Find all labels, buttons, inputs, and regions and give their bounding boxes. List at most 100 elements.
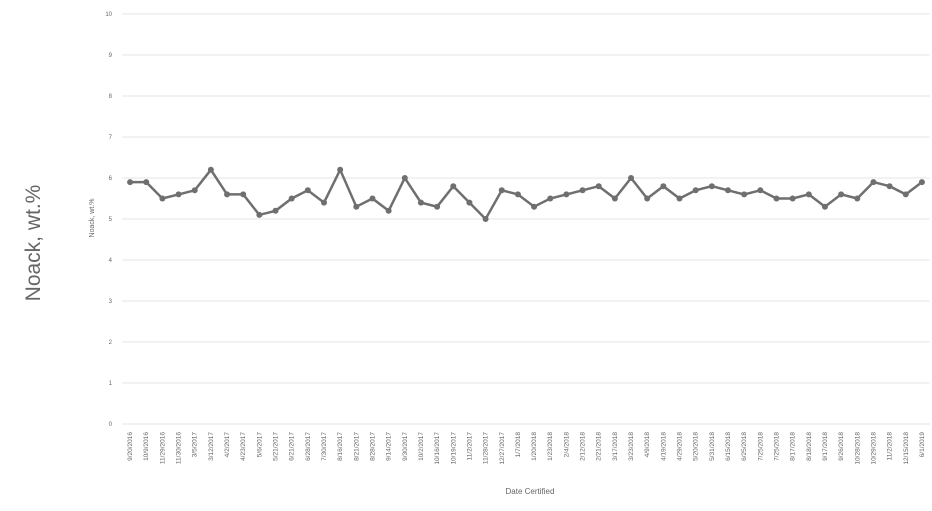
x-tick-label: 4/2/2017: [224, 432, 231, 458]
x-tick-label: 1/20/2018: [531, 432, 538, 461]
x-tick-label: 9/26/2018: [838, 432, 845, 461]
x-tick-label: 6/21/2017: [289, 432, 296, 461]
data-point: [304, 187, 311, 194]
data-point: [870, 179, 877, 186]
y-tick-label: 10: [105, 12, 112, 18]
x-tick-label: 2/12/2018: [580, 432, 587, 461]
y-tick-label: 6: [109, 176, 113, 182]
x-tick-label: 10/2/2017: [418, 432, 425, 461]
data-point: [482, 216, 489, 222]
x-tick-label: 9/14/2017: [386, 432, 393, 461]
x-tick-label: 10/9/2016: [143, 432, 150, 461]
y-tick-label: 0: [109, 422, 113, 428]
data-point: [224, 191, 231, 198]
x-tick-label: 8/18/2018: [806, 432, 813, 461]
y-tick-label: 7: [109, 135, 113, 141]
x-tick-label: 10/28/2018: [854, 432, 861, 465]
side-label: Noack, wt.%: [22, 185, 45, 302]
x-tick-label: 11/29/2016: [159, 432, 166, 464]
data-point: [207, 166, 214, 173]
data-point: [450, 183, 457, 190]
data-point: [466, 199, 473, 206]
data-point: [401, 175, 408, 181]
data-point: [757, 187, 764, 194]
x-tick-label: 6/15/2018: [725, 432, 732, 461]
data-point: [595, 183, 602, 190]
x-tick-label: 4/29/2018: [677, 432, 684, 461]
data-point: [660, 183, 667, 190]
data-point: [644, 195, 651, 202]
data-point: [531, 203, 538, 210]
data-point: [240, 191, 247, 198]
data-point: [789, 195, 796, 202]
x-tick-label: 5/20/2018: [693, 432, 700, 461]
data-point: [725, 187, 731, 194]
data-point: [514, 191, 521, 198]
x-tick-label: 5/6/2017: [256, 432, 263, 458]
x-tick-label: 1/7/2018: [515, 432, 522, 458]
y-tick-label: 2: [109, 340, 113, 346]
data-point: [143, 179, 150, 186]
x-tick-label: 9/30/2017: [402, 432, 409, 461]
x-tick-label: 2/21/2018: [596, 432, 603, 461]
y-tick-label: 3: [109, 299, 113, 305]
x-tick-label: 2/4/2018: [563, 432, 570, 458]
x-tick-label: 6/25/2018: [741, 432, 748, 461]
data-point: [417, 199, 424, 206]
data-point: [353, 203, 360, 210]
x-tick-label: 4/9/2018: [644, 432, 651, 458]
data-point: [886, 183, 893, 190]
data-point: [854, 195, 861, 202]
data-point: [611, 195, 618, 202]
data-point: [773, 195, 780, 202]
data-point: [127, 179, 134, 186]
x-tick-label: 9/17/2018: [822, 432, 829, 461]
x-tick-label: 3/12/2017: [208, 432, 215, 461]
data-point: [175, 191, 182, 198]
x-tick-label: 7/25/2018: [757, 432, 764, 461]
x-tick-label: 8/17/2018: [790, 432, 797, 461]
data-point: [821, 203, 828, 210]
y-tick-label: 1: [109, 381, 113, 387]
data-point: [272, 207, 279, 214]
x-tick-label: 7/30/2017: [321, 432, 328, 461]
x-tick-label: 11/2/2018: [887, 432, 894, 461]
x-axis-title: Date Certified: [506, 487, 555, 496]
x-tick-label: 9/20/2016: [127, 432, 134, 461]
x-tick-label: 5/31/2018: [709, 432, 716, 461]
data-point: [838, 191, 845, 198]
x-tick-label: 7/25/2018: [773, 432, 780, 461]
data-point: [918, 179, 925, 186]
x-tick-label: 8/16/2017: [337, 432, 344, 461]
data-point: [547, 195, 554, 202]
x-tick-label: 10/29/2018: [870, 432, 877, 465]
x-tick-label: 6/28/2017: [305, 432, 312, 461]
data-point: [288, 195, 295, 202]
y-tick-label: 5: [109, 217, 113, 223]
x-tick-label: 12/15/2018: [903, 432, 910, 465]
data-point: [805, 191, 812, 198]
data-point: [159, 195, 166, 202]
x-tick-label: 8/21/2017: [353, 432, 360, 461]
data-point: [191, 187, 198, 194]
x-tick-label: 10/16/2017: [434, 432, 441, 465]
data-point: [741, 191, 748, 198]
data-point: [385, 207, 392, 214]
x-tick-label: 8/28/2017: [369, 432, 376, 461]
x-tick-label: 12/27/2017: [499, 432, 506, 465]
data-point: [434, 203, 441, 210]
x-tick-label: 3/23/2018: [628, 432, 635, 461]
x-tick-label: 5/21/2017: [273, 432, 280, 461]
data-point: [902, 191, 909, 198]
data-point: [321, 199, 327, 206]
data-point: [563, 191, 570, 198]
x-tick-label: 11/2/2017: [466, 432, 473, 461]
data-point: [498, 187, 505, 194]
x-tick-label: 1/23/2018: [547, 432, 554, 461]
data-point: [708, 183, 715, 190]
x-tick-label: 11/30/2016: [176, 432, 183, 464]
y-tick-label: 9: [109, 53, 113, 59]
data-point: [369, 195, 376, 202]
data-point: [579, 187, 586, 194]
